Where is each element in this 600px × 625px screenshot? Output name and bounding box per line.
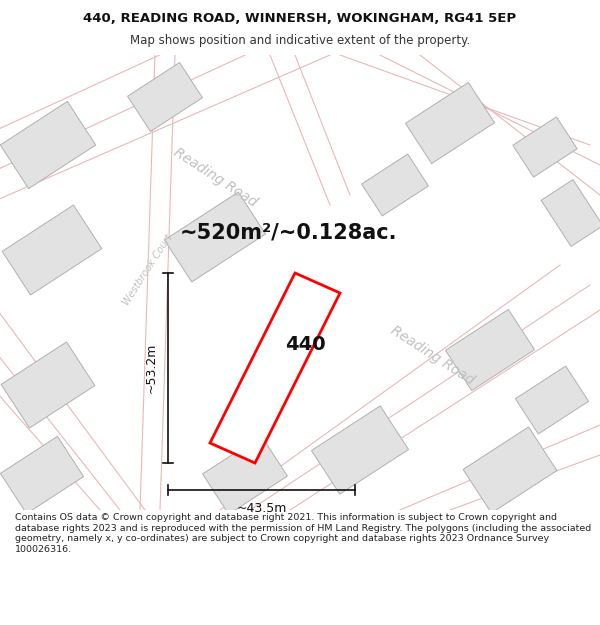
Polygon shape (311, 406, 409, 494)
Text: Contains OS data © Crown copyright and database right 2021. This information is : Contains OS data © Crown copyright and d… (15, 514, 591, 554)
Polygon shape (513, 117, 577, 177)
Text: Map shows position and indicative extent of the property.: Map shows position and indicative extent… (130, 34, 470, 47)
Polygon shape (445, 309, 535, 391)
Text: Reading Road: Reading Road (388, 323, 476, 387)
Polygon shape (362, 154, 428, 216)
Text: ~43.5m: ~43.5m (236, 502, 287, 515)
Polygon shape (164, 192, 266, 282)
Polygon shape (406, 82, 494, 164)
Text: Reading Road: Reading Road (171, 145, 259, 209)
Text: 440: 440 (284, 336, 325, 354)
Polygon shape (0, 101, 96, 189)
Polygon shape (2, 205, 102, 295)
Polygon shape (1, 436, 83, 514)
Polygon shape (210, 273, 340, 463)
Text: ~520m²/~0.128ac.: ~520m²/~0.128ac. (180, 223, 398, 243)
Polygon shape (541, 179, 600, 246)
Text: ~53.2m: ~53.2m (145, 342, 158, 393)
Polygon shape (515, 366, 589, 434)
Polygon shape (463, 427, 557, 513)
Text: Westbrook Court: Westbrook Court (121, 232, 175, 308)
Text: 440, READING ROAD, WINNERSH, WOKINGHAM, RG41 5EP: 440, READING ROAD, WINNERSH, WOKINGHAM, … (83, 12, 517, 25)
Polygon shape (203, 436, 287, 514)
Polygon shape (1, 342, 95, 428)
Polygon shape (128, 62, 202, 131)
